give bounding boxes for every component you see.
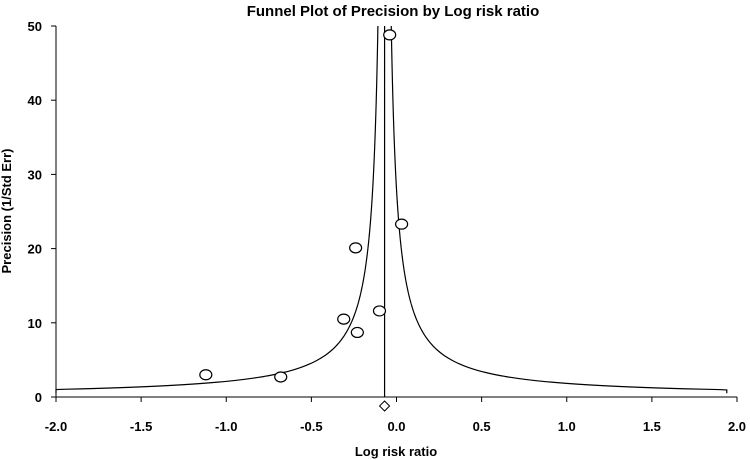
study-point bbox=[372, 305, 387, 317]
study-point bbox=[337, 313, 351, 325]
y-tick-label: 50 bbox=[28, 19, 42, 34]
x-tick-label: -1.5 bbox=[130, 419, 152, 434]
study-point bbox=[383, 29, 397, 41]
x-axis-ticks: -2.0 -1.5 -1.0 -0.5 0.0 0.5 1.0 1.5 2.0 bbox=[45, 397, 746, 434]
plot-area: -2.0 -1.5 -1.0 -0.5 0.0 0.5 1.0 1.5 2.0 0 10 20 30 4… bbox=[28, 19, 747, 434]
study-point bbox=[395, 218, 409, 230]
y-tick-label: 20 bbox=[28, 242, 42, 257]
x-tick-label: -0.5 bbox=[300, 419, 322, 434]
x-tick-label: 0.0 bbox=[387, 419, 405, 434]
pooled-estimate-diamond bbox=[378, 400, 391, 412]
y-tick-label: 40 bbox=[28, 93, 42, 108]
funnel-left-line bbox=[55, 25, 379, 394]
x-axis-label: Log risk ratio bbox=[355, 444, 437, 459]
y-tick-label: 0 bbox=[35, 390, 42, 405]
y-tick-label: 10 bbox=[28, 316, 42, 331]
x-tick-label: 1.0 bbox=[558, 419, 576, 434]
study-point bbox=[350, 326, 364, 339]
y-axis-ticks: 0 10 20 30 40 50 bbox=[28, 19, 56, 405]
y-tick-label: 30 bbox=[28, 167, 42, 182]
x-tick-label: -1.0 bbox=[215, 419, 237, 434]
study-point bbox=[274, 371, 288, 383]
x-tick-label: 1.5 bbox=[643, 419, 661, 434]
data-points bbox=[199, 29, 409, 383]
x-tick-label: 0.5 bbox=[473, 419, 491, 434]
x-tick-label: 2.0 bbox=[728, 419, 746, 434]
study-point bbox=[199, 369, 213, 381]
study-point bbox=[349, 242, 363, 254]
chart-title: Funnel Plot of Precision by Log risk rat… bbox=[247, 3, 540, 20]
funnel-right-line bbox=[390, 26, 728, 394]
y-axis-label: Precision (1/Std Err) bbox=[0, 149, 14, 274]
x-tick-label: -2.0 bbox=[45, 419, 67, 434]
